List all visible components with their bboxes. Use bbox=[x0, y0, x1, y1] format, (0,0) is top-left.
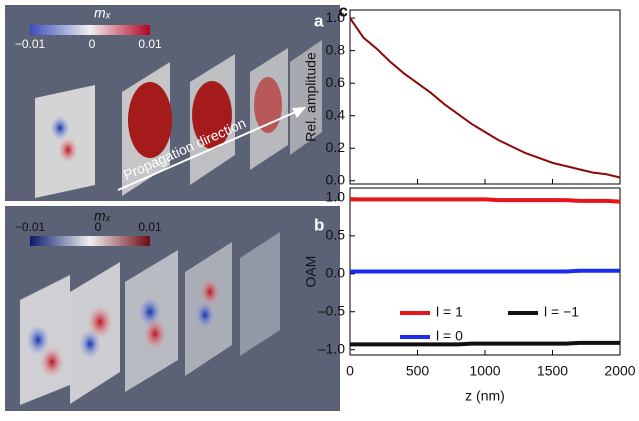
y-tick-label: 1.0 bbox=[326, 9, 346, 25]
y-tick-label: 1.0 bbox=[326, 189, 346, 205]
colorbar-tick: 0 bbox=[95, 220, 102, 234]
legend-label: l = −1 bbox=[544, 304, 579, 320]
y-tick-label: 0.2 bbox=[326, 139, 346, 155]
colorbar bbox=[30, 25, 150, 35]
line-series bbox=[350, 268, 620, 274]
y-axis-label: Rel. amplitude bbox=[303, 52, 319, 142]
line-series bbox=[349, 17, 621, 179]
colorbar-tick: 0.01 bbox=[138, 220, 162, 234]
legend-label: l = 1 bbox=[436, 304, 463, 320]
colorbar-label: mₓ bbox=[94, 208, 111, 224]
line-series bbox=[350, 197, 621, 204]
colorbar-label: mₓ bbox=[94, 5, 111, 21]
y-axis-label: OAM bbox=[303, 256, 319, 288]
x-axis-label: z (nm) bbox=[465, 388, 505, 404]
colorbar-tick: −0.01 bbox=[15, 37, 46, 51]
y-tick-label: –1.0 bbox=[318, 340, 345, 356]
y-tick-label: –0.5 bbox=[318, 302, 345, 318]
panel-letter: a bbox=[314, 11, 324, 30]
y-tick-label: 0.0 bbox=[326, 171, 346, 187]
colorbar bbox=[30, 236, 150, 246]
wave-rendering-a bbox=[35, 40, 322, 198]
colorbar-tick: 0 bbox=[89, 37, 96, 51]
panel-letter: b bbox=[314, 215, 324, 234]
x-tick-label: 1000 bbox=[469, 363, 500, 379]
wave-rendering-b bbox=[20, 232, 280, 405]
panel-letter: c bbox=[339, 1, 348, 20]
x-tick-label: 2000 bbox=[604, 363, 635, 379]
y-tick-label: 0.6 bbox=[326, 74, 346, 90]
y-tick-label: 0.5 bbox=[326, 227, 346, 243]
line-series bbox=[350, 340, 620, 347]
legend-label: l = 0 bbox=[436, 328, 463, 344]
x-tick-label: 0 bbox=[346, 363, 354, 379]
x-tick-label: 500 bbox=[406, 363, 430, 379]
colorbar-tick: −0.01 bbox=[15, 220, 46, 234]
y-tick-label: 0.4 bbox=[326, 106, 346, 122]
colorbar-tick: 0.01 bbox=[138, 37, 162, 51]
x-tick-label: 1500 bbox=[537, 363, 568, 379]
plot-frame bbox=[349, 9, 621, 185]
y-tick-label: 0.8 bbox=[326, 41, 346, 57]
y-tick-label: 0.0 bbox=[326, 264, 346, 280]
